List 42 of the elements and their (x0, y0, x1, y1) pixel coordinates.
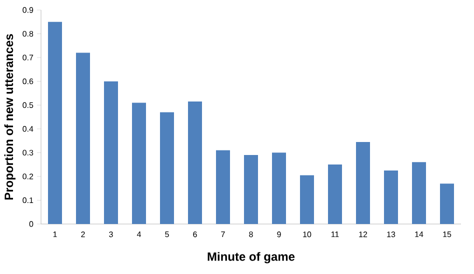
bar (300, 175, 314, 224)
bar (384, 170, 398, 224)
y-tick-label: 0.7 (22, 54, 34, 60)
x-tick-label: 2 (81, 232, 85, 238)
y-tick-label: 0.3 (22, 150, 34, 156)
y-tick-label: 0.6 (22, 78, 34, 84)
bar (76, 52, 90, 224)
x-tick-label: 8 (249, 232, 253, 238)
y-tick-label: 0.1 (22, 197, 34, 204)
x-tick-label: 7 (221, 232, 225, 238)
x-tick-label: 11 (331, 232, 339, 238)
x-tick-label: 3 (109, 232, 113, 238)
x-tick-label: 14 (415, 232, 424, 238)
x-tick-label: 9 (277, 232, 281, 238)
x-tick-label: 4 (136, 232, 141, 238)
x-tick-label: 10 (303, 232, 312, 238)
y-tick-label: 0.5 (22, 102, 34, 108)
bar (160, 112, 174, 224)
bar (48, 22, 62, 224)
x-tick-label: 5 (165, 232, 169, 238)
x-tick-label: 6 (193, 232, 197, 238)
bar (272, 152, 286, 224)
x-tick-label: 15 (443, 232, 452, 238)
bar (132, 102, 146, 224)
x-tick-label: 1 (53, 232, 57, 238)
y-axis-title: Proportion of new utterances (4, 34, 16, 200)
bar (440, 184, 454, 224)
x-axis-title: Minute of game (208, 252, 295, 264)
bar (328, 164, 342, 224)
bar (412, 162, 426, 224)
bar (104, 81, 118, 224)
bar (356, 142, 370, 224)
bar (244, 155, 258, 224)
bar (216, 150, 230, 224)
y-tick-label: 0.4 (22, 126, 34, 132)
y-tick-label: 0.8 (22, 30, 34, 37)
y-tick-label: 0.2 (22, 174, 34, 180)
y-tick-label: 0.9 (22, 7, 34, 13)
y-tick-label: 0 (29, 221, 34, 227)
x-tick-label: 12 (359, 232, 368, 238)
x-tick-label: 13 (387, 232, 396, 238)
bar (188, 102, 202, 224)
